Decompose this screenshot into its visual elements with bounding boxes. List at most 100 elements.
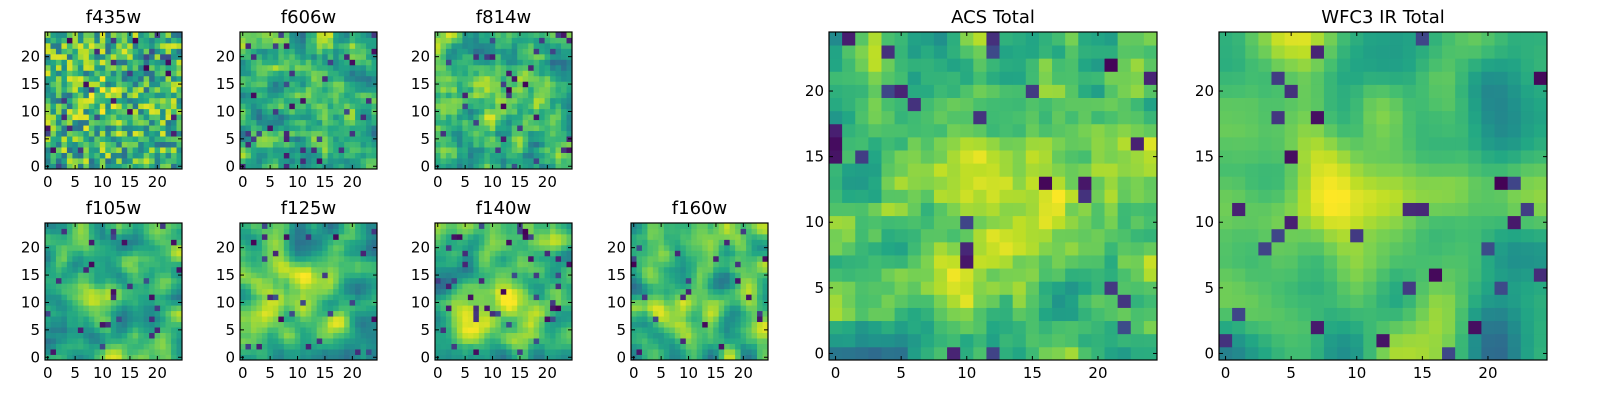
heatmap-cell xyxy=(338,158,345,164)
heatmap-cell xyxy=(522,244,529,251)
heatmap-cell xyxy=(462,136,469,142)
heatmap-cell xyxy=(451,272,458,279)
heatmap-cell xyxy=(83,147,90,153)
heatmap-cell xyxy=(506,81,513,88)
heatmap-cell xyxy=(338,125,345,132)
heatmap-cell xyxy=(445,59,452,66)
heatmap-cell xyxy=(680,283,687,290)
heatmap-cell xyxy=(61,299,68,306)
heatmap-cell xyxy=(740,349,747,355)
heatmap-cell xyxy=(478,136,485,142)
heatmap-cell xyxy=(289,354,296,361)
heatmap-cell xyxy=(528,244,535,251)
heatmap-cell xyxy=(960,241,974,256)
heatmap-cell xyxy=(435,338,441,344)
heatmap-cell xyxy=(669,233,676,240)
heatmap-cell xyxy=(316,163,323,170)
heatmap-cell xyxy=(550,163,556,170)
heatmap-cell xyxy=(495,250,502,257)
heatmap-cell xyxy=(680,272,687,279)
heatmap-cell xyxy=(669,327,676,333)
heatmap-cell xyxy=(473,125,480,132)
heatmap-cell xyxy=(489,130,496,137)
heatmap-cell xyxy=(261,288,268,295)
heatmap-cell xyxy=(88,299,95,306)
heatmap-cell xyxy=(327,103,334,110)
heatmap-cell xyxy=(240,338,246,344)
heatmap-cell xyxy=(45,86,51,93)
heatmap-cell xyxy=(338,152,345,159)
heatmap-cell xyxy=(55,48,62,55)
heatmap-cell xyxy=(647,316,654,323)
heatmap-cell xyxy=(539,288,545,295)
heatmap-cell xyxy=(171,327,177,333)
heatmap-cell xyxy=(1052,307,1066,322)
heatmap-cell xyxy=(110,255,117,262)
heatmap-cell xyxy=(473,130,480,137)
heatmap-cell xyxy=(327,152,334,159)
heatmap-cell xyxy=(713,266,720,273)
heatmap-cell xyxy=(473,64,480,71)
heatmap-cell xyxy=(66,75,73,82)
heatmap-cell xyxy=(451,86,458,93)
heatmap-cell xyxy=(256,92,263,99)
heatmap-cell xyxy=(696,233,703,240)
heatmap-cell xyxy=(94,48,101,55)
heatmap-cell xyxy=(561,349,567,355)
heatmap-cell xyxy=(973,202,987,217)
heatmap-cell xyxy=(360,75,367,82)
heatmap-cell xyxy=(829,255,843,269)
heatmap-cell xyxy=(261,53,268,60)
heatmap-cell xyxy=(550,108,556,115)
heatmap-cell xyxy=(283,228,290,235)
heatmap-cell xyxy=(868,241,882,256)
heatmap-cell xyxy=(333,147,340,153)
heatmap-cell xyxy=(533,75,540,82)
heatmap-cell xyxy=(149,92,155,99)
heatmap-cell xyxy=(663,244,670,251)
heatmap-cell xyxy=(289,81,296,88)
heatmap-cell xyxy=(289,327,296,333)
heatmap-cell xyxy=(544,244,551,251)
heatmap-cell xyxy=(762,332,769,339)
heatmap-cell xyxy=(272,261,279,268)
heatmap-cell xyxy=(685,277,692,284)
heatmap-cell xyxy=(561,294,567,301)
panel-title: f160w xyxy=(672,198,727,219)
heatmap-cell xyxy=(160,125,166,132)
heatmap-cell xyxy=(327,349,334,355)
heatmap-cell xyxy=(127,130,134,137)
heatmap-cell xyxy=(132,343,139,350)
heatmap-cell xyxy=(110,349,117,355)
heatmap-cell xyxy=(713,305,720,312)
heatmap-cell xyxy=(1012,281,1027,295)
heatmap-cell xyxy=(305,305,312,312)
heatmap-cell xyxy=(327,130,334,137)
heatmap-cell xyxy=(50,244,57,251)
heatmap-cell xyxy=(740,343,747,350)
heatmap-cell xyxy=(456,327,463,333)
heatmap-cell xyxy=(50,32,57,38)
heatmap-cell xyxy=(658,338,665,344)
heatmap-cell xyxy=(149,233,155,240)
heatmap-cell xyxy=(171,141,177,148)
heatmap-cell xyxy=(316,223,323,229)
heatmap-cell xyxy=(685,332,692,339)
heatmap-cell xyxy=(61,141,68,148)
heatmap-cell xyxy=(300,294,307,301)
heatmap-cell xyxy=(511,125,518,132)
heatmap-cell xyxy=(327,299,334,306)
heatmap-cell xyxy=(316,294,323,301)
heatmap-cell xyxy=(685,316,692,323)
heatmap-cell xyxy=(116,305,123,312)
heatmap-cell xyxy=(261,321,268,328)
heatmap-cell xyxy=(160,283,166,290)
heatmap-cell xyxy=(94,349,101,355)
heatmap-cell xyxy=(261,114,268,121)
heatmap-cell xyxy=(355,233,361,240)
heatmap-cell xyxy=(300,349,307,355)
heatmap-cell xyxy=(478,321,485,328)
heatmap-cell xyxy=(1038,215,1053,230)
heatmap-cell xyxy=(550,283,556,290)
heatmap-cell xyxy=(316,255,323,262)
